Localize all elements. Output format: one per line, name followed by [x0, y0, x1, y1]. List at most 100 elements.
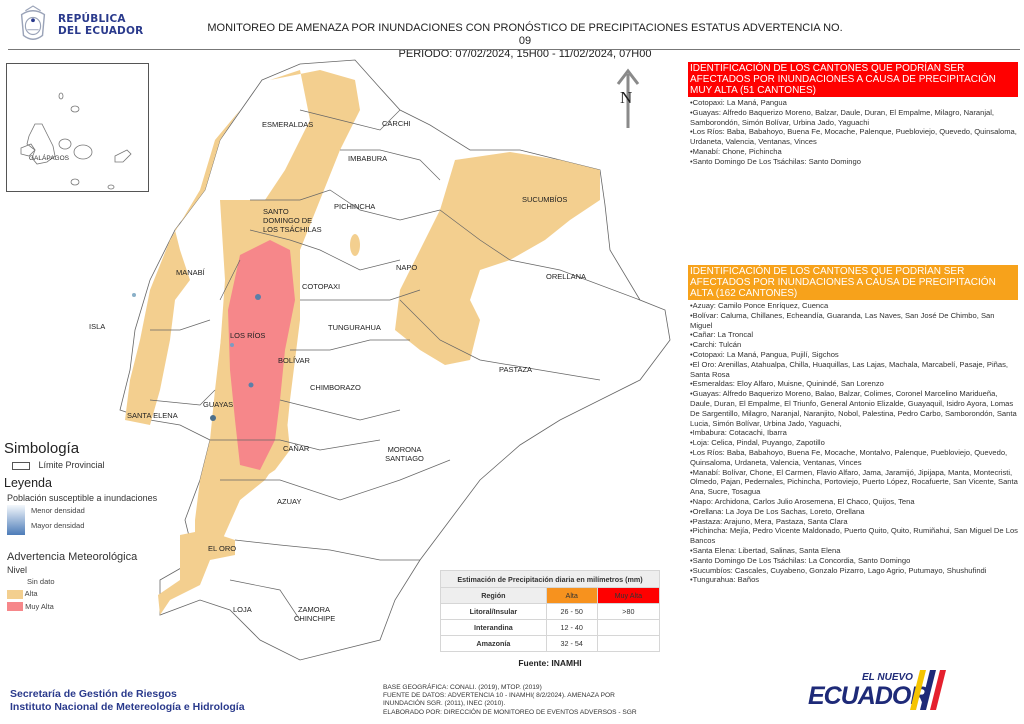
- north-arrow-icon: [616, 68, 640, 128]
- mayor-densidad-label: Mayor densidad: [31, 521, 85, 530]
- cell-region: Litoral/Insular: [440, 603, 547, 620]
- list-item: Santo Domingo De Los Tsáchilas: Santo Do…: [690, 157, 1018, 167]
- cell-region: Interandina: [440, 619, 547, 636]
- list-item: Napo: Archidona, Carlos Julio Arosemena,…: [690, 497, 1018, 507]
- cell-region: Amazonía: [440, 635, 547, 652]
- province-label: ESMERALDAS: [262, 120, 314, 129]
- list-item: Cotopaxi: La Maná, Pangua, Pujilí, Sigch…: [690, 350, 1018, 360]
- panel-muy-alta-heading: IDENTIFICACIÓN DE LOS CANTONES QUE PODRÍ…: [688, 62, 1018, 97]
- list-item: Azuay: Camilo Ponce Enríquez, Cuenca: [690, 301, 1018, 311]
- province-boundary-swatch: [12, 461, 30, 470]
- gov-logo-line2: DEL ECUADOR: [58, 25, 144, 37]
- province-label: ISLA: [89, 322, 106, 331]
- flag-stripes-icon: [910, 670, 946, 710]
- table-source: Fuente: INAMHI: [518, 658, 582, 668]
- header-alta: Alta: [545, 587, 598, 604]
- advertencia-heading: Advertencia Meteorológica: [7, 551, 138, 563]
- muy-alta-cantones-list: Cotopaxi: La Maná, Pangua Guayas: Alfred…: [688, 97, 1018, 167]
- list-item: Santa Elena: Libertad, Salinas, Santa El…: [690, 546, 1018, 556]
- map-credits: BASE GEOGRÁFICA: CONALI. (2019), MTOP. (…: [383, 684, 637, 717]
- list-item: Guayas: Alfredo Baquerizo Moreno, Balzar…: [690, 108, 1018, 128]
- province-label: GUAYAS: [203, 400, 234, 409]
- north-label: N: [620, 88, 633, 107]
- alta-label: Alta: [24, 589, 38, 598]
- cell-alta: 26 - 50: [545, 603, 598, 620]
- province-label: SANTO DOMINGO DE LOS TSÁCHILAS: [263, 207, 322, 234]
- province-label: EL ORO: [208, 544, 237, 553]
- list-item: Pichincha: Mejía, Pedro Vicente Maldonad…: [690, 526, 1018, 546]
- panel-muy-alta: IDENTIFICACIÓN DE LOS CANTONES QUE PODRÍ…: [688, 62, 1018, 167]
- panel-alta: IDENTIFICACIÓN DE LOS CANTONES QUE PODRÍ…: [688, 265, 1018, 585]
- list-item: Manabí: Bolívar, Chone, El Carmen, Flavi…: [690, 468, 1018, 497]
- leyenda-heading: Leyenda: [4, 476, 52, 490]
- title-line2: PERIODO: 07/02/2024, 15H00 - 11/02/2024,…: [398, 48, 652, 60]
- map-legend: Simbología Límite Provincial Leyenda Pob…: [4, 440, 204, 612]
- muy-alta-swatch: [7, 602, 23, 612]
- table-row: Litoral/Insular 26 - 50 >80: [440, 603, 661, 620]
- list-item: Pastaza: Arajuno, Mera, Pastaza, Santa C…: [690, 517, 1018, 527]
- province-label: CAÑAR: [283, 444, 310, 453]
- list-item: Tungurahua: Baños: [690, 575, 1018, 585]
- sin-dato-label: Sin dato: [27, 577, 55, 586]
- alta-cantones-list: Azuay: Camilo Ponce Enríquez, Cuenca Bol…: [688, 300, 1018, 585]
- list-item: Orellana: La Joya De Los Sachas, Loreto,…: [690, 507, 1018, 517]
- cell-muy-alta: [596, 635, 661, 652]
- list-item: Santo Domingo De Los Tsáchilas: La Conco…: [690, 556, 1018, 566]
- province-label: CARCHI: [382, 119, 411, 128]
- province-label: SUCUMBÍOS: [522, 195, 568, 204]
- simbologia-heading: Simbología: [4, 440, 80, 457]
- table-caption: Estimación de Precipitación diaria en mi…: [440, 570, 660, 588]
- province-label: LOS RÍOS: [230, 331, 266, 340]
- credit-line: INUNDACIÓN SGR. (2011), INEC (2010).: [383, 700, 506, 708]
- galapagos-islands-map: [20, 92, 132, 190]
- header-divider: [8, 49, 1020, 50]
- coat-of-arms-icon: [20, 5, 46, 40]
- province-label: ORELLANA: [546, 272, 587, 281]
- list-item: Manabí: Chone, Pichincha: [690, 147, 1018, 157]
- galapagos-inset: GALÁPAGOS: [6, 63, 149, 192]
- inst-line2: Instituto Nacional de Metereología e Hid…: [10, 701, 245, 713]
- logo-small-text: EL NUEVO: [862, 672, 913, 683]
- alta-swatch: [7, 589, 23, 599]
- province-label: NAPO: [396, 263, 418, 272]
- cell-alta: 32 - 54: [545, 635, 598, 652]
- inst-line1: Secretaría de Gestión de Riesgos: [10, 688, 177, 700]
- table-row: Interandina 12 - 40: [440, 619, 661, 636]
- el-nuevo-ecuador-logo: EL NUEVO ECUADOR: [806, 670, 946, 714]
- credit-line: BASE GEOGRÁFICA: CONALI. (2019), MTOP. (…: [383, 684, 542, 691]
- province-label: CHIMBORAZO: [310, 383, 361, 392]
- page-title: MONITOREO DE AMENAZA POR INUNDACIONES CO…: [200, 22, 850, 61]
- logo-big-text: ECUADOR: [808, 682, 928, 710]
- province-label: SANTA ELENA: [127, 411, 178, 420]
- province-label: MANABÍ: [176, 268, 205, 277]
- province-label: BOLÍVAR: [278, 356, 310, 365]
- province-label: TUNGURAHUA: [328, 323, 381, 332]
- credit-line: ELABORADO POR: DIRECCIÓN DE MONITOREO DE…: [383, 708, 637, 716]
- ecuador-map[interactable]: [85, 40, 685, 680]
- province-label: AZUAY: [277, 497, 302, 506]
- cell-muy-alta: [596, 619, 661, 636]
- province-label: PICHINCHA: [334, 202, 376, 211]
- province-label: MORONA SANTIAGO: [385, 445, 424, 463]
- credit-line: FUENTE DE DATOS: ADVERTENCIA 10 - INAMHI…: [383, 692, 615, 700]
- header-region: Región: [440, 587, 547, 604]
- list-item: Los Ríos: Baba, Babahoyo, Buena Fe, Moca…: [690, 127, 1018, 147]
- cell-muy-alta: >80: [596, 603, 661, 620]
- gov-logo-line1: REPÚBLICA: [58, 13, 126, 25]
- province-label: ZAMORA CHINCHIPE: [294, 605, 336, 623]
- table-row: Amazonía 32 - 54: [440, 635, 661, 652]
- menor-densidad-label: Menor densidad: [31, 506, 85, 515]
- panel-alta-heading: IDENTIFICACIÓN DE LOS CANTONES QUE PODRÍ…: [688, 265, 1018, 300]
- list-item: Bolívar: Caluma, Chillanes, Echeandía, G…: [690, 311, 1018, 331]
- institutions: Secretaría de Gestión de Riesgos Institu…: [10, 688, 245, 714]
- list-item: Loja: Celica, Pindal, Puyango, Zapotillo: [690, 438, 1018, 448]
- province-label: COTOPAXI: [302, 282, 341, 291]
- province-label: IMBABURA: [348, 154, 388, 163]
- muy-alta-label: Muy Alta: [25, 601, 54, 611]
- list-item: Guayas: Alfredo Baquerizo Moreno, Balao,…: [690, 389, 1018, 428]
- province-label: PASTAZA: [499, 365, 533, 374]
- limite-provincial-label: Límite Provincial: [38, 460, 105, 470]
- galapagos-label: GALÁPAGOS: [29, 155, 69, 162]
- poblacion-label: Población susceptible a inundaciones: [7, 493, 158, 503]
- title-line1: MONITOREO DE AMENAZA POR INUNDACIONES CO…: [207, 22, 843, 47]
